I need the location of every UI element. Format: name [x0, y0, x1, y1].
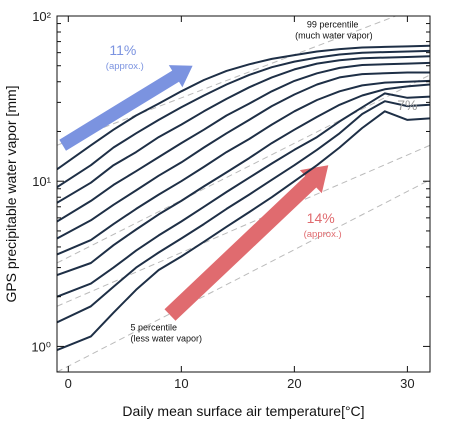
series-line-1: [57, 44, 430, 171]
upper-percentile-annotation: 99 percentile (much water vapor): [295, 20, 373, 41]
y-axis-title: GPS precipitable water vapor [mm]: [3, 85, 19, 302]
fourteen-percent-note: (approx.): [304, 229, 342, 240]
series-line-10: [57, 110, 430, 352]
eleven-percent-annotation: 11% (approx.): [106, 42, 144, 72]
seven-percent-label: 7%: [397, 97, 417, 113]
reference-line-4: [57, 179, 430, 372]
series-line-7: [57, 83, 430, 277]
tick-labels: 0 10 20 30 10⁰ 10¹ 10²: [31, 9, 414, 391]
eleven-percent-label: 11%: [109, 42, 136, 58]
y-tick-label: 10¹: [32, 174, 51, 189]
y-tick-label: 10⁰: [31, 339, 51, 354]
series-lines: [57, 44, 430, 352]
upper-percentile-label: 99 percentile: [307, 20, 359, 30]
series-line-9: [57, 100, 430, 324]
x-tick-label: 20: [287, 376, 301, 391]
x-tick-label: 30: [400, 376, 414, 391]
lower-percentile-note: (less water vapor): [130, 333, 202, 343]
series-line-6: [57, 79, 430, 256]
series-line-5: [57, 71, 430, 240]
y-tick-label: 10²: [32, 9, 51, 24]
series-line-3: [57, 55, 430, 204]
eleven-percent-note: (approx.): [106, 61, 144, 72]
series-line-4: [57, 61, 430, 223]
series-line-2: [57, 49, 430, 189]
lower-percentile-annotation: 5 percentile (less water vapor): [130, 322, 202, 343]
fourteen-percent-label: 14%: [307, 210, 335, 226]
axis-ticks: [57, 16, 430, 372]
x-tick-label: 10: [174, 376, 188, 391]
x-axis-title: Daily mean surface air temperature[°C]: [122, 403, 364, 419]
reference-lines: [57, 16, 430, 372]
reference-line-1: [57, 16, 398, 146]
upper-percentile-note: (much water vapor): [295, 31, 373, 41]
blue-trend-arrow: [59, 65, 193, 151]
trend-arrows: [59, 65, 329, 321]
red-trend-arrow: [164, 165, 329, 321]
x-tick-label: 0: [65, 376, 72, 391]
lower-percentile-label: 5 percentile: [130, 322, 177, 332]
plot-frame: [56, 15, 431, 373]
reference-line-3: [57, 144, 430, 307]
annotations: 99 percentile (much water vapor) 5 perce…: [106, 20, 418, 344]
fourteen-percent-annotation: 14% (approx.): [304, 210, 342, 240]
series-line-8: [57, 92, 430, 298]
